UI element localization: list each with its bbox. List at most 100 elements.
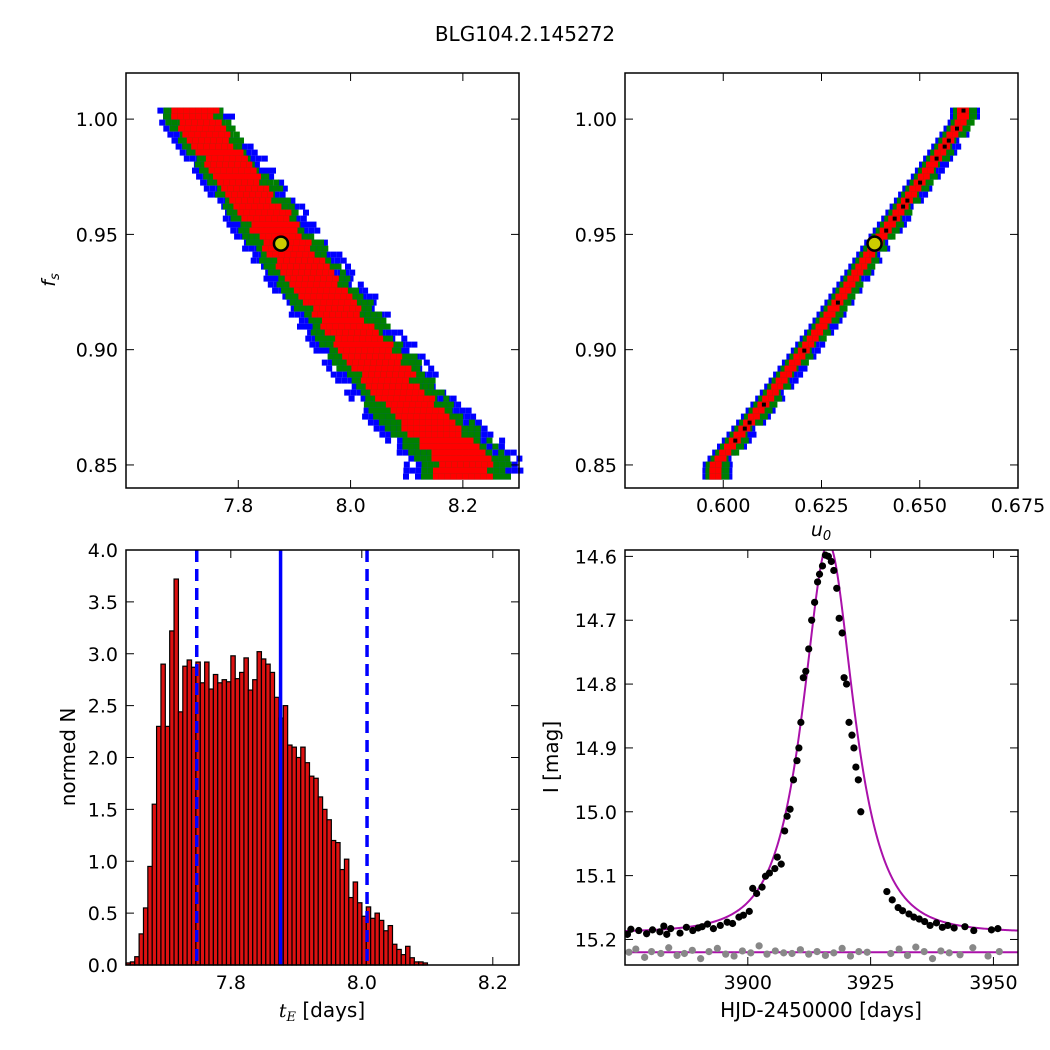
confidence-cell	[807, 353, 814, 360]
confidence-cell	[304, 221, 311, 228]
confidence-cell	[341, 287, 348, 294]
y-tick-label: 0.0	[88, 955, 118, 977]
confidence-cell	[245, 149, 252, 156]
histogram-bar	[308, 775, 315, 966]
confidence-cell	[897, 221, 904, 228]
confidence-cell	[474, 425, 481, 432]
data-point	[783, 812, 791, 820]
confidence-cell	[219, 149, 226, 156]
confidence-cell	[328, 293, 335, 300]
confidence-cell	[431, 449, 438, 456]
confidence-cell	[282, 203, 289, 210]
confidence-cell	[289, 197, 296, 204]
confidence-cell	[371, 383, 378, 390]
confidence-cell	[233, 185, 240, 192]
confidence-cell	[197, 119, 204, 126]
confidence-cell	[423, 377, 430, 384]
y-tick-label: 14.7	[575, 610, 617, 632]
confidence-cell	[705, 467, 712, 474]
confidence-cell	[295, 257, 302, 264]
confidence-cell	[909, 179, 916, 186]
confidence-cell	[432, 407, 439, 414]
confidence-cell	[720, 443, 726, 450]
confidence-cell	[325, 347, 332, 354]
confidence-cell	[439, 461, 446, 468]
confidence-cell	[865, 257, 872, 264]
confidence-cell	[444, 473, 451, 480]
confidence-cell	[241, 179, 248, 186]
confidence-cell	[235, 155, 242, 162]
confidence-cell	[349, 305, 356, 312]
confidence-cell	[285, 227, 292, 234]
confidence-cell	[950, 119, 957, 126]
confidence-cell	[426, 407, 433, 414]
confidence-cell	[857, 281, 864, 288]
confidence-cell	[362, 317, 369, 324]
confidence-cell	[457, 461, 464, 468]
residual-point	[887, 949, 895, 958]
histogram-bar	[378, 919, 385, 966]
confidence-cell	[227, 131, 234, 138]
confidence-cell	[209, 173, 216, 180]
confidence-cell	[347, 377, 354, 384]
confidence-cell	[288, 203, 295, 210]
confidence-cell	[175, 143, 182, 150]
confidence-cell	[388, 359, 395, 366]
data-point	[689, 926, 697, 935]
confidence-cell	[775, 377, 782, 384]
confidence-cell	[242, 233, 249, 240]
confidence-cell	[820, 335, 827, 342]
confidence-cell	[343, 305, 350, 312]
confidence-cell	[350, 389, 357, 396]
confidence-cell	[475, 467, 481, 474]
confidence-cell	[358, 311, 365, 318]
confidence-cell	[309, 323, 315, 330]
confidence-cell	[271, 215, 278, 222]
confidence-cell	[437, 425, 444, 432]
confidence-cell	[881, 233, 888, 240]
confidence-cell	[859, 257, 866, 264]
confidence-cell	[772, 389, 779, 396]
histogram-bar	[374, 912, 380, 966]
confidence-cell	[267, 179, 274, 186]
confidence-cell	[269, 263, 276, 270]
confidence-cell	[385, 413, 392, 420]
confidence-cell	[365, 305, 372, 312]
confidence-cell	[381, 395, 388, 402]
confidence-cell	[407, 425, 414, 432]
sample-point	[934, 156, 939, 161]
residual-point	[956, 951, 964, 959]
confidence-cell	[356, 323, 363, 330]
confidence-cell	[298, 221, 305, 228]
confidence-cell	[479, 455, 486, 462]
data-point	[758, 883, 766, 891]
histogram-bar	[221, 679, 228, 966]
confidence-cell	[443, 395, 450, 402]
confidence-cell	[243, 191, 250, 198]
confidence-cell	[261, 209, 268, 216]
data-point	[932, 919, 941, 927]
data-point	[797, 718, 805, 726]
confidence-cell	[289, 299, 296, 306]
confidence-cell	[709, 467, 716, 474]
confidence-cell	[411, 377, 418, 384]
confidence-cell	[335, 335, 342, 342]
confidence-cell	[419, 413, 426, 420]
confidence-cell	[325, 281, 332, 288]
confidence-cell	[827, 305, 834, 312]
confidence-cell	[849, 293, 856, 300]
y-tick-label: 14.9	[575, 738, 617, 760]
confidence-cell	[381, 335, 387, 342]
confidence-cell	[341, 377, 348, 384]
confidence-cell	[210, 137, 217, 144]
confidence-cell	[761, 413, 768, 420]
confidence-cell	[209, 143, 216, 150]
confidence-cell	[455, 455, 462, 462]
confidence-cell	[797, 371, 804, 378]
confidence-cell	[283, 233, 290, 240]
confidence-cell	[215, 143, 222, 150]
confidence-cell	[390, 419, 397, 426]
confidence-cell	[308, 233, 315, 240]
histogram-bar	[252, 679, 258, 966]
